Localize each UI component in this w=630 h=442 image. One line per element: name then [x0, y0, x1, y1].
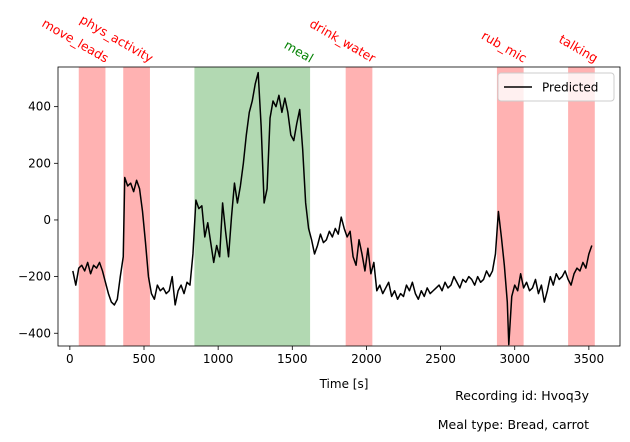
y-tick-label: −400: [18, 326, 51, 340]
legend: Predicted: [497, 72, 615, 102]
x-tick-label: 0: [66, 352, 74, 366]
series-layer: [72, 71, 593, 346]
region-drink_water: [345, 67, 373, 346]
annotation-talking: talking: [556, 31, 600, 65]
event-regions: [78, 67, 595, 346]
meal-type-label: Meal type: Bread, carrot: [437, 417, 589, 432]
series-line-predicted: [72, 71, 593, 346]
annotation-drink_water: drink_water: [307, 16, 379, 66]
annotation-meal: meal: [282, 37, 316, 65]
region-phys_activity: [123, 67, 150, 346]
legend-box: [497, 72, 615, 102]
x-tick-label: 1000: [203, 352, 234, 366]
y-tick-label: −200: [18, 270, 51, 284]
x-axis-label: Time [s]: [319, 377, 369, 391]
x-tick-label: 3500: [574, 352, 605, 366]
region-meal: [194, 67, 311, 346]
plot-frame: [57, 66, 621, 347]
axes: 0 500 1000 1500 2000 2500 3000 3500 −400 −200 0 200…: [18, 66, 621, 391]
region-talking: [568, 67, 595, 346]
y-tick-label: 0: [43, 213, 51, 227]
x-tick-label: 1500: [277, 352, 308, 366]
x-tick-label: 2000: [351, 352, 382, 366]
recording-id-label: Recording id: Hvoq3y: [455, 388, 589, 403]
y-tick-label: 400: [28, 100, 51, 114]
y-tick-label: 200: [28, 156, 51, 170]
x-tick-label: 2500: [425, 352, 456, 366]
x-tick-label: 500: [133, 352, 156, 366]
x-tick-label: 3000: [499, 352, 530, 366]
region-rub_mic: [496, 67, 524, 346]
annotation-rub_mic: rub_mic: [479, 28, 530, 66]
legend-entry-label: Predicted: [542, 81, 598, 95]
region-move_leads: [78, 67, 106, 346]
